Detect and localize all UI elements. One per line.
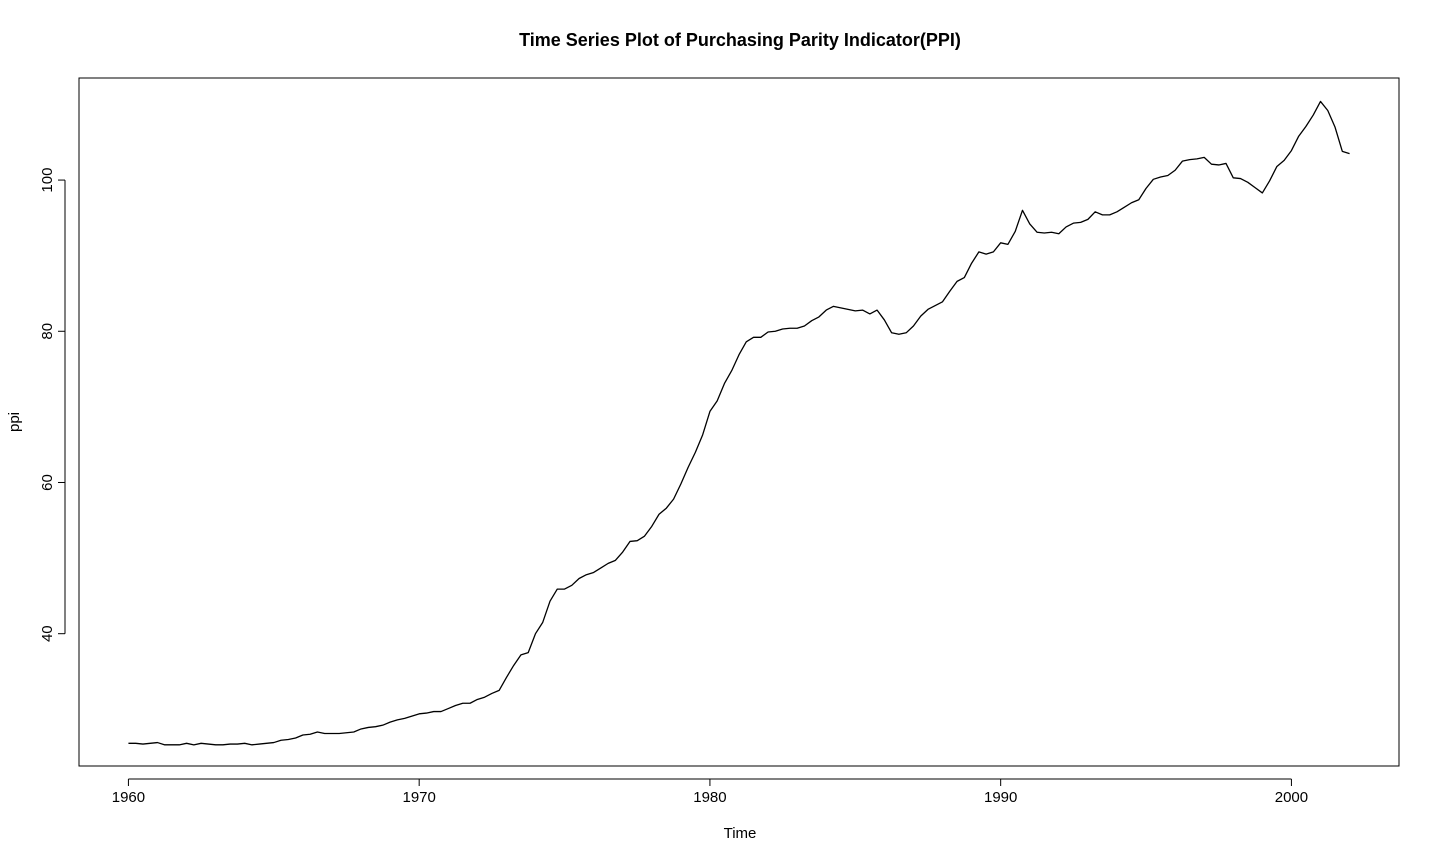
x-tick-label: 1980 xyxy=(693,789,726,806)
x-axis: 1960 1970 1980 1990 2000 xyxy=(112,778,1308,806)
x-tick-label: 2000 xyxy=(1275,789,1308,806)
ppi-series-line xyxy=(128,100,1350,746)
y-tick-label: 60 xyxy=(39,474,56,491)
x-tick-label: 1990 xyxy=(984,789,1017,806)
plot-frame xyxy=(78,77,1400,767)
y-tick-label: 40 xyxy=(39,625,56,642)
chart-title: Time Series Plot of Purchasing Parity In… xyxy=(519,30,961,50)
y-axis-label: ppi xyxy=(6,412,23,432)
x-axis-label: Time xyxy=(724,825,757,842)
y-axis: 40 60 80 100 xyxy=(39,168,66,642)
y-tick-label: 100 xyxy=(39,168,56,193)
y-tick-label: 80 xyxy=(39,323,56,340)
x-tick-label: 1970 xyxy=(402,789,435,806)
x-tick-label: 1960 xyxy=(112,789,145,806)
